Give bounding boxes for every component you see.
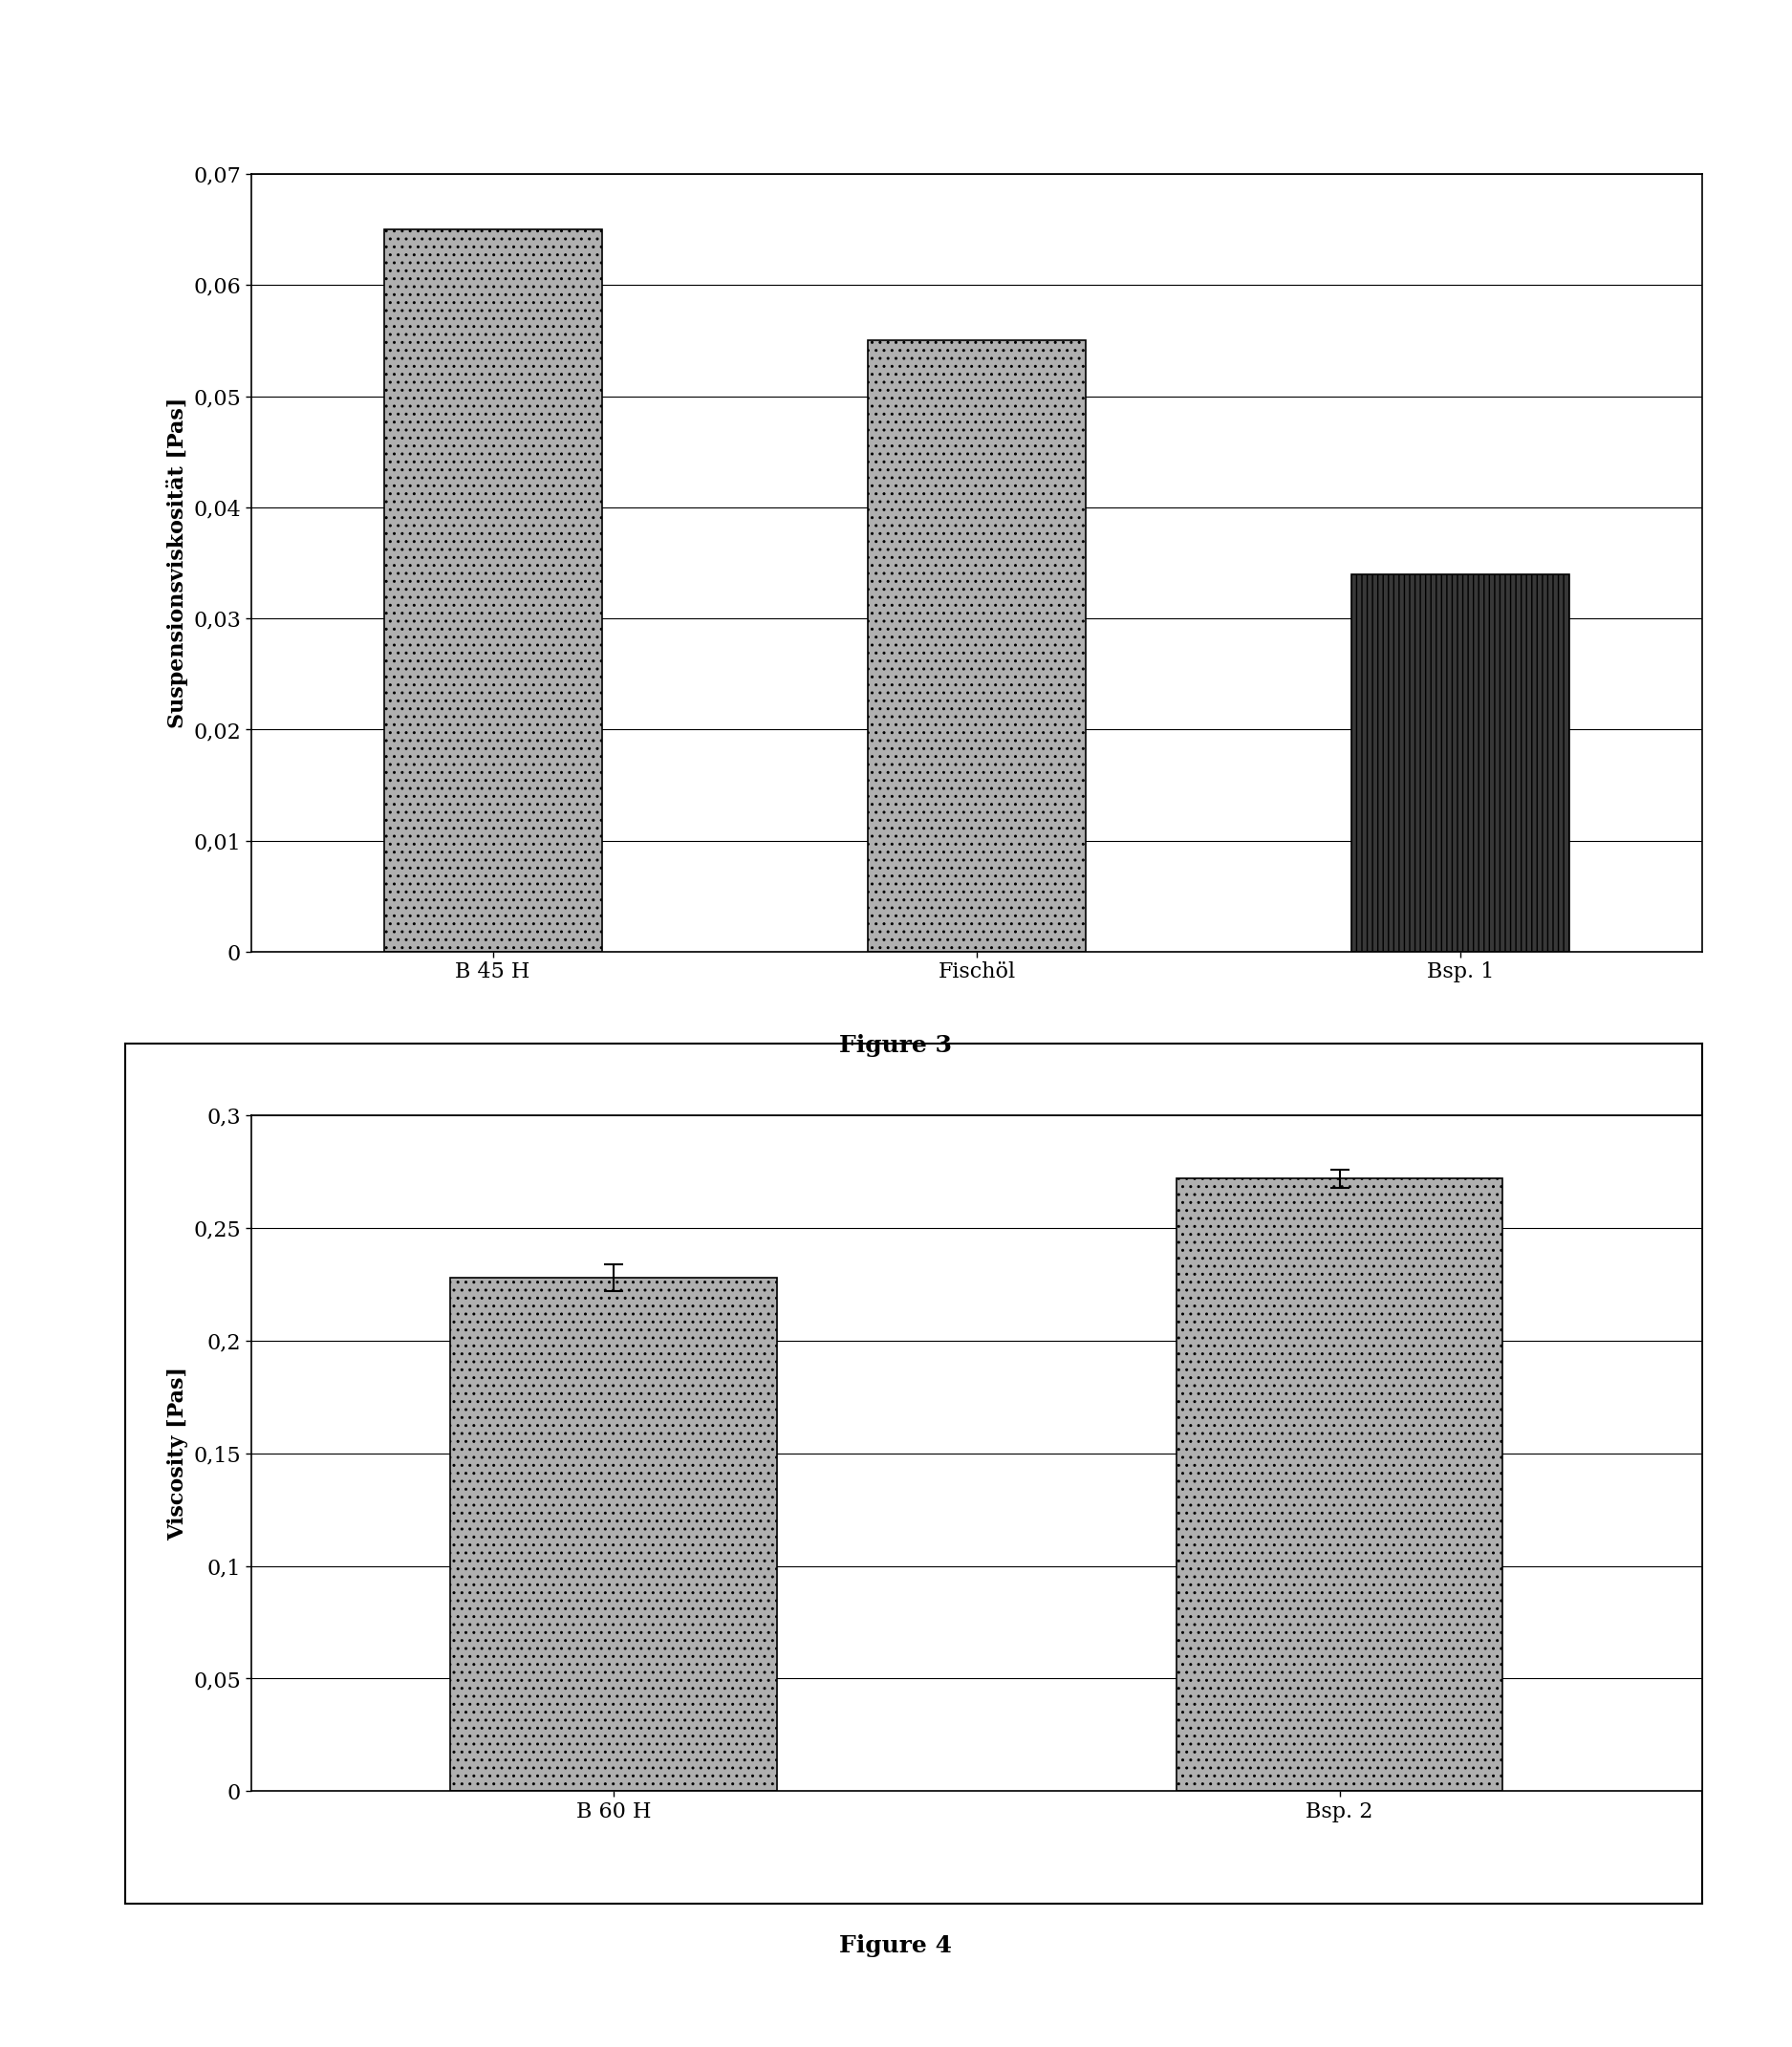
Bar	[1351, 573, 1570, 952]
Bar	[450, 1277, 778, 1791]
Y-axis label: Suspensionsviskosität [Pas]: Suspensionsviskosität [Pas]	[167, 397, 188, 729]
Text: Figure 4: Figure 4	[840, 1934, 952, 1957]
Bar	[1176, 1179, 1503, 1791]
Bar	[383, 229, 602, 952]
Bar	[867, 340, 1086, 952]
Y-axis label: Viscosity [Pas]: Viscosity [Pas]	[167, 1367, 188, 1539]
Text: Figure 3: Figure 3	[840, 1034, 952, 1056]
